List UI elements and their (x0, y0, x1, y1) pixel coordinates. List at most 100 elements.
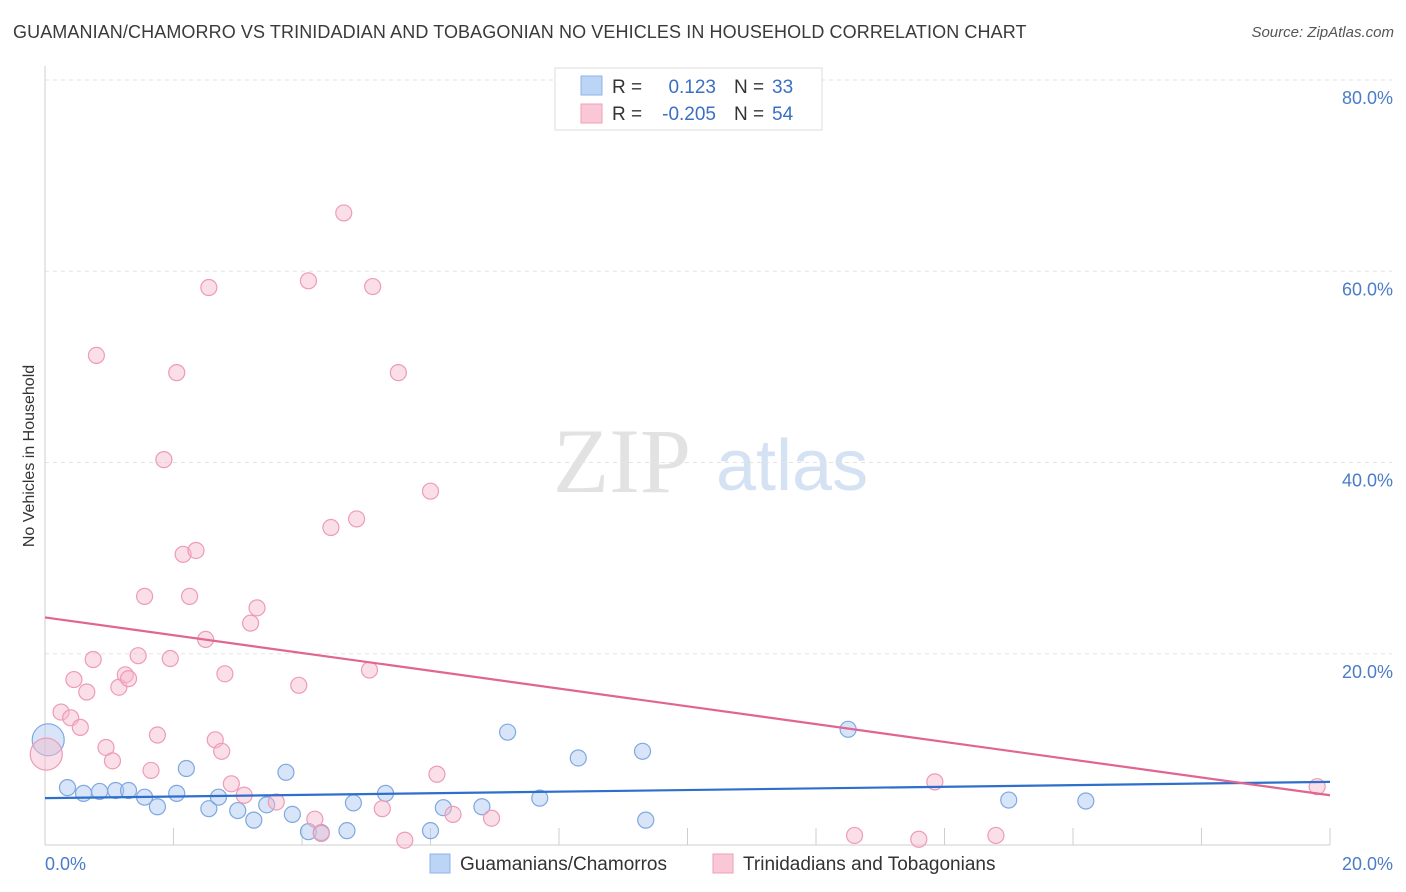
guamanians-point (209, 788, 228, 806)
legend-swatch-guamanians (580, 75, 603, 96)
trinidadians-point (360, 661, 379, 679)
trinidadians-point (242, 614, 260, 632)
trinidadians-point (78, 683, 96, 701)
legend-r-value-1: 0.123 (668, 77, 716, 98)
guamanians-point (74, 784, 93, 802)
watermark-zip: ZIP (553, 410, 691, 512)
trinidadians-point (428, 765, 446, 783)
trinidadians-point (119, 670, 138, 688)
guamanians-point (344, 794, 362, 812)
guamanians-point (473, 798, 491, 816)
trinidadians-point (161, 649, 179, 668)
trinidadians-point (174, 545, 192, 563)
guamanians-point (531, 789, 549, 807)
trend-lines (44, 616, 1331, 800)
trinidadians-point (142, 761, 160, 780)
guamanians-point (1077, 792, 1095, 810)
trinidadians-point (84, 650, 102, 669)
trinidadians-point (987, 826, 1005, 845)
gridlines (45, 79, 1392, 655)
x-tick-label: 20.0% (1342, 854, 1393, 874)
trinidadians-point (87, 346, 106, 364)
chart-title: GUAMANIAN/CHAMORRO VS TRINIDADIAN AND TO… (13, 22, 1027, 42)
trinidadians-point (52, 703, 70, 721)
guamanians-point (245, 811, 263, 829)
guamanians-point (229, 801, 247, 820)
guamanians-point (31, 723, 65, 757)
trinidadians-point (65, 670, 83, 689)
guamanians-point (107, 781, 125, 800)
trinidadians-point (306, 810, 324, 828)
trinidadians-point (373, 800, 391, 818)
trinidadians-point (129, 647, 147, 665)
bottom-legend-label-trinidadians: Trinidadians and Tobagonians (743, 854, 995, 875)
trinidadians-point (155, 451, 173, 469)
y-tick-label: 40.0% (1342, 471, 1393, 491)
trinidadians-point (421, 482, 440, 500)
trinidadians-point (389, 364, 407, 382)
guamanians-point (338, 822, 356, 840)
guamanians-point (177, 759, 195, 778)
guamanians-point (148, 798, 167, 816)
legend-n-value-1: 33 (772, 77, 793, 98)
guamanians-point (637, 811, 655, 829)
trinidadians-point (222, 775, 240, 793)
trinidadians-point (322, 518, 340, 537)
watermark-atlas: atlas (716, 426, 868, 506)
guamanians-point (434, 799, 452, 817)
trinidadians-point (29, 737, 63, 771)
legend-swatch-trinidadians (580, 103, 603, 124)
trinidadians-point (290, 676, 308, 694)
legend-n-label-1: N = (734, 77, 764, 98)
trinidadians-point (213, 742, 231, 760)
guamanians-point (277, 763, 295, 781)
guamanians-trend-line (44, 780, 1331, 800)
trinidadians-point (180, 587, 199, 605)
legend-r-label-1: R = (612, 77, 642, 98)
guamanians-point (258, 796, 276, 814)
trinidadians-point (396, 831, 414, 849)
trinidadians-point (910, 830, 928, 848)
tick-labels: 20.0% 40.0% 60.0% 80.0% 0.0% 20.0% (45, 88, 1393, 874)
guamanians-point (58, 779, 77, 797)
source-label: Source: ZipAtlas.com (1251, 24, 1394, 41)
guamanians-point (633, 742, 652, 760)
guamanians-point (499, 723, 517, 741)
trinidadians-point (148, 726, 167, 744)
trinidadians-point (364, 277, 382, 296)
trinidadians-point (200, 278, 218, 297)
bottom-legend-label-guamanians: Guamanians/Chamorros (460, 854, 667, 875)
legend-r-value-2: -0.205 (662, 104, 716, 125)
trinidadians-point (248, 599, 266, 617)
trinidadians-point (135, 587, 154, 605)
guamanians-point (283, 805, 301, 824)
trinidadians-point (335, 204, 353, 222)
trinidadians-point (168, 364, 186, 382)
trinidadians-point (103, 752, 122, 770)
legend-r-label-2: R = (612, 104, 642, 125)
guamanians-point (200, 800, 218, 818)
bottom-legend-swatch-trinidadians (712, 853, 734, 874)
guamanians-point (119, 781, 138, 800)
trinidadians-point (845, 826, 864, 845)
y-tick-label: 60.0% (1342, 279, 1393, 299)
trinidadians-point (71, 718, 89, 736)
stats-legend: R = 0.123 N = 33 R = -0.205 N = 54 (554, 67, 823, 131)
guamanians-point (421, 822, 440, 840)
legend-n-label-2: N = (734, 104, 764, 125)
trinidadians-trend-line (44, 616, 1331, 797)
trinidadians-point (299, 272, 318, 290)
guamanians-point (569, 749, 587, 767)
trinidadians-point (187, 541, 205, 560)
y-tick-label: 80.0% (1342, 88, 1393, 108)
trinidadians-point (216, 665, 234, 683)
trinidadians-point (444, 805, 462, 824)
guamanians-point (1000, 791, 1018, 809)
trinidadians-point (348, 510, 366, 528)
trinidadians-point (267, 793, 285, 811)
y-tick-label: 20.0% (1342, 662, 1393, 682)
axes (44, 66, 1331, 846)
trinidadians-point (482, 809, 501, 827)
bottom-legend-swatch-guamanians (429, 853, 451, 874)
